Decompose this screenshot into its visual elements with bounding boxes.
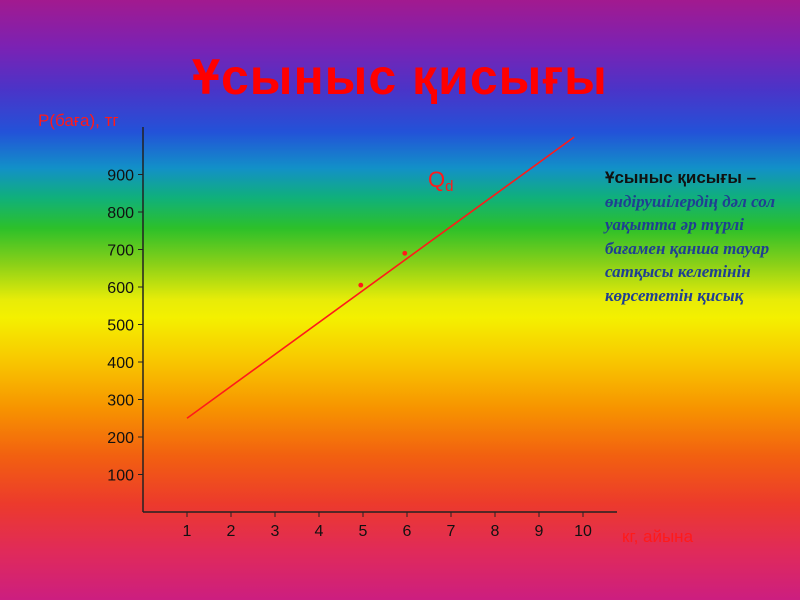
series-label-qd: Qd bbox=[428, 167, 453, 195]
data-point bbox=[402, 250, 408, 256]
y-tick-label: 300 bbox=[107, 393, 134, 410]
x-tick-label: 4 bbox=[315, 523, 324, 540]
definition-note: Ұсыныс қисығы – өндірушілердің дәл сол у… bbox=[605, 166, 795, 307]
x-tick-label: 1 bbox=[183, 523, 192, 540]
y-tick-label: 200 bbox=[107, 430, 134, 447]
page-title: Ұсыныс қисығы bbox=[192, 49, 608, 105]
supply-line bbox=[186, 136, 575, 419]
y-tick-label: 800 bbox=[107, 205, 134, 222]
x-tick-label: 2 bbox=[227, 523, 236, 540]
x-tick-label: 6 bbox=[403, 523, 412, 540]
x-tick-label: 8 bbox=[491, 523, 500, 540]
y-tick-label: 700 bbox=[107, 243, 134, 260]
y-axis-label: Р(баға), тг bbox=[38, 111, 119, 130]
x-tick-label: 3 bbox=[271, 523, 280, 540]
y-tick-label: 400 bbox=[107, 355, 134, 372]
x-tick-label: 7 bbox=[447, 523, 456, 540]
y-tick-label: 600 bbox=[107, 280, 134, 297]
x-tick-label: 5 bbox=[359, 523, 368, 540]
note-dash: – bbox=[741, 168, 757, 187]
x-tick-label: 10 bbox=[574, 523, 592, 540]
note-heading: Ұсыныс қисығы bbox=[605, 168, 742, 187]
y-tick-label: 900 bbox=[107, 168, 134, 185]
y-tick-label: 500 bbox=[107, 318, 134, 335]
data-point bbox=[358, 282, 364, 288]
y-tick-label: 100 bbox=[107, 468, 134, 485]
x-axis-label: кг, айына bbox=[622, 527, 694, 546]
x-tick-label: 9 bbox=[535, 523, 544, 540]
note-body: өндірушілердің дәл сол уақытта әр түрлі … bbox=[605, 191, 776, 305]
